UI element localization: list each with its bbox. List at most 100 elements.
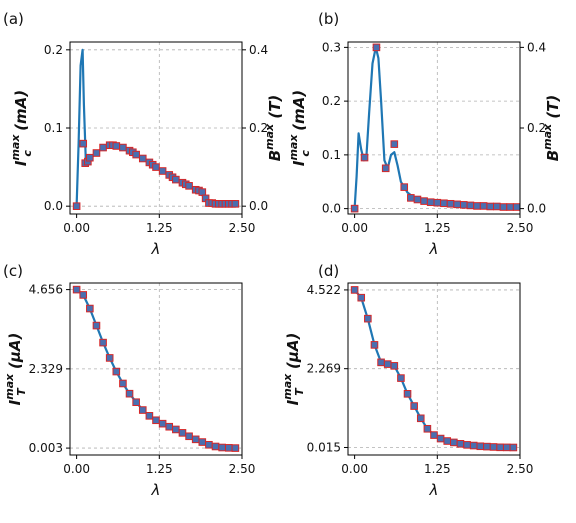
data-point	[450, 438, 458, 447]
data-point	[397, 374, 405, 382]
data-point	[205, 440, 213, 449]
data-point	[86, 304, 94, 313]
x-tick-label: 1.25	[424, 462, 451, 476]
y2-tick-label: 0.0	[249, 199, 268, 213]
data-point	[132, 150, 140, 159]
data-point	[198, 438, 207, 446]
panel-b: 0.00 1.25 2.50 0.0 0.1 0.2 0.3 0.0 0.2 0.4 (b) λ Ima…	[287, 10, 562, 258]
data-point	[377, 358, 385, 367]
data-point	[502, 443, 511, 452]
data-point	[440, 199, 448, 208]
x-tick-label: 1.25	[146, 221, 173, 235]
x-tick-label: 2.50	[229, 462, 256, 476]
y-tick-label: 0.3	[322, 40, 341, 54]
data-point	[416, 414, 425, 423]
x-tick-label: 2.50	[507, 221, 534, 235]
data-point	[172, 425, 180, 434]
y2-axis-label: Bmax (T)	[541, 95, 562, 162]
panel-c: 0.00 1.25 2.50 0.003 2.329 4.656 (c) λ ImaxT (μA…	[3, 262, 255, 499]
data-point	[198, 188, 207, 196]
data-point	[436, 434, 445, 443]
y-tick-label: 0.0	[322, 202, 341, 216]
y-tick-label: 2.269	[307, 362, 341, 376]
data-point	[152, 416, 160, 425]
data-point	[86, 153, 94, 162]
data-point	[119, 143, 127, 152]
panel-label: (a)	[3, 10, 24, 28]
data-point	[420, 197, 428, 205]
data-point	[459, 201, 468, 209]
data-point	[92, 149, 101, 157]
data-point	[132, 398, 140, 407]
panel-label: (d)	[318, 262, 339, 280]
data-point	[360, 153, 369, 162]
data-point	[372, 43, 381, 52]
data-point	[92, 321, 101, 330]
data-point	[453, 200, 461, 209]
data-point	[119, 379, 127, 388]
data-point	[211, 442, 220, 451]
y-tick-label: 4.656	[29, 283, 63, 297]
data-point	[224, 444, 233, 452]
y-axis-label: ImaxT (μA)	[281, 333, 306, 406]
data-point	[72, 285, 81, 294]
data-point	[79, 291, 88, 299]
series-line	[353, 46, 514, 209]
data-point	[456, 440, 465, 448]
data-point	[433, 198, 442, 207]
data-point	[390, 362, 399, 370]
x-axis-label: λ	[429, 240, 439, 258]
data-point	[476, 442, 485, 451]
data-point	[370, 341, 379, 349]
x-axis-label: λ	[151, 481, 161, 499]
x-tick-label: 1.25	[424, 221, 451, 235]
data-point	[79, 139, 88, 148]
data-point	[165, 422, 174, 431]
data-point	[426, 198, 435, 206]
data-point	[390, 140, 399, 148]
data-point	[218, 443, 226, 452]
data-point	[410, 402, 418, 410]
data-point	[466, 201, 475, 210]
y2-axis-label: Bmax (T)	[263, 95, 284, 162]
y2-tick-label: 0.2	[249, 121, 268, 135]
y-tick-label: 2.329	[29, 362, 63, 376]
y-tick-label: 0.1	[322, 148, 341, 162]
x-tick-label: 2.50	[229, 221, 256, 235]
panel-a: 0.00 1.25 2.50 0.0 0.1 0.2 0.0 0.2 0.4 (a) λ Imaxc …	[3, 10, 284, 258]
plot-frame	[347, 41, 521, 215]
data-point	[185, 432, 193, 441]
y-tick-label: 4.522	[307, 283, 341, 297]
y-axis-label: ImaxT (μA)	[3, 333, 28, 406]
data-point	[489, 443, 498, 451]
x-tick-label: 1.25	[146, 462, 173, 476]
data-point	[231, 200, 240, 208]
data-point	[145, 412, 154, 420]
data-point	[105, 354, 114, 362]
data-point	[350, 204, 359, 213]
y2-tick-label: 0.4	[527, 40, 546, 54]
y-axis-label: Imaxc (mA)	[287, 90, 312, 166]
data-point	[350, 286, 359, 294]
data-point	[112, 367, 121, 376]
x-axis-label: λ	[151, 240, 161, 258]
data-point	[423, 424, 432, 433]
data-point	[185, 182, 193, 190]
data-point	[469, 441, 478, 450]
y-tick-label: 0.1	[44, 121, 63, 135]
data-point	[152, 163, 160, 171]
x-tick-label: 0.00	[341, 462, 368, 476]
data-point	[493, 202, 501, 211]
data-point	[506, 203, 514, 211]
y-tick-label: 0.015	[307, 440, 341, 454]
data-point	[413, 195, 422, 204]
panel-d: 0.00 1.25 2.50 0.015 2.269 4.522 (d) λ ImaxT (μA…	[281, 262, 533, 499]
y-axis-label: Imaxc (mA)	[9, 90, 34, 166]
data-point	[430, 431, 438, 439]
data-point	[499, 203, 508, 211]
y2-tick-label: 0.0	[527, 202, 546, 216]
data-point	[138, 406, 147, 414]
panel-label: (c)	[3, 262, 23, 280]
data-point	[99, 143, 107, 152]
